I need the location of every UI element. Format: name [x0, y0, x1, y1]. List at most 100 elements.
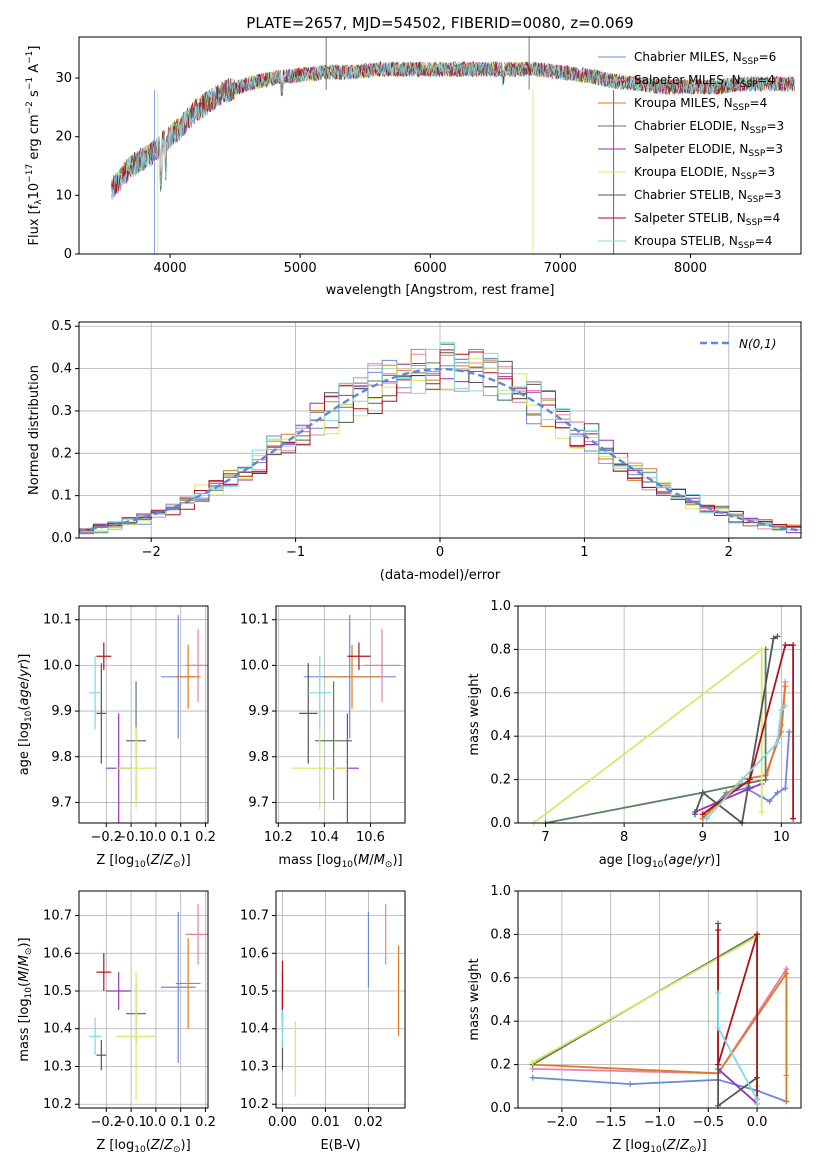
y-tick-label: 0.0 [51, 531, 72, 546]
x-tick-label: 4000 [154, 261, 187, 276]
y-tick-label: 10.7 [43, 909, 72, 924]
errorbar-point [315, 681, 353, 801]
axes-frame [275, 890, 406, 1109]
x-tick-label: 0.02 [354, 1115, 383, 1130]
plot-area [276, 606, 405, 823]
x-axis-label: age [log10(age/yr)] [599, 853, 721, 870]
x-tick-label: −1 [286, 545, 305, 560]
x-tick-label: 7 [541, 830, 549, 845]
x-tick-label: 0 [436, 545, 444, 560]
weight-marker [782, 785, 789, 792]
weight-marker [715, 927, 722, 934]
x-tick-label: 0.00 [268, 1115, 297, 1130]
plot-area [79, 891, 208, 1108]
weight-marker [746, 776, 753, 783]
x-tick-label: −2.0 [546, 1115, 578, 1130]
plot-area [79, 606, 208, 823]
chart-weight_vs_Z: −2.0 −1.5 −1.0 −0.5 0.0 0.0 0.2 0.4 0.6 0.8 1.0 Z [… [467, 884, 802, 1155]
x-tick-label: 7000 [544, 261, 577, 276]
y-tick-label: 0.2 [51, 446, 72, 461]
x-tick-label: −0.1 [115, 1115, 147, 1130]
legend-entry: Salpeter ELODIE, NSSP=3 [634, 142, 783, 159]
errorbar-point [160, 911, 196, 1063]
errorbar-point [116, 972, 156, 1101]
y-tick-label: 30 [55, 71, 72, 86]
y-tick-label: 0.4 [490, 729, 511, 744]
weight-marker [786, 728, 793, 735]
legend-entry: Salpeter STELIB, NSSP=4 [634, 211, 780, 228]
errorbar-point [96, 663, 107, 764]
x-tick-label: 0.0 [747, 1115, 768, 1130]
x-tick-label: 0.01 [311, 1115, 340, 1130]
x-tick-label: −0.2 [90, 1115, 122, 1130]
gaussian-curve [78, 367, 802, 532]
legend-entry: Kroupa ELODIE, NSSP=3 [634, 165, 775, 182]
x-tick-label: 0.0 [146, 1115, 167, 1130]
weight-marker [715, 989, 722, 996]
y-tick-label: 1.0 [490, 599, 511, 614]
x-tick-label: 10.4 [310, 830, 339, 845]
weight-marker [627, 1081, 634, 1088]
axes-frame [275, 605, 406, 824]
y-tick-label: 9.7 [51, 795, 72, 810]
errorbar-point [292, 727, 348, 810]
figure-title: PLATE=2657, MJD=54502, FIBERID=0080, z=0… [246, 14, 633, 32]
x-axis-label: mass [log10(M/M⊙)] [278, 853, 402, 870]
axes-frame [517, 605, 802, 824]
plot-area [276, 891, 405, 1108]
weight-marker [715, 1024, 722, 1031]
y-tick-label: 10.4 [43, 1022, 72, 1037]
x-tick-label: 0.0 [146, 830, 167, 845]
weight-marker [774, 739, 781, 746]
y-tick-label: 0.5 [51, 319, 72, 334]
y-tick-label: 10.3 [240, 1059, 269, 1074]
x-tick-label: −0.1 [115, 830, 147, 845]
errorbar-point [185, 628, 208, 702]
x-axis-label: Z [log10(Z/Z⊙)] [612, 1138, 706, 1155]
y-tick-label: 10.2 [43, 1097, 72, 1112]
x-tick-label: −1.5 [595, 1115, 627, 1130]
y-axis-label: mass [log10(M/M⊙)] [17, 937, 34, 1061]
y-axis-label: mass weight [467, 958, 482, 1040]
y-tick-label: 10.2 [240, 1097, 269, 1112]
x-tick-label: 5000 [284, 261, 317, 276]
y-tick-label: 9.7 [248, 795, 269, 810]
weight-marker [703, 815, 710, 822]
chart-age_vs_Z: −0.2−0.10.0 0.1 0.2 9.7 9.8 9.9 10.0 10.1 Z [log… [17, 605, 216, 870]
x-axis-label: Z [log10(Z/Z⊙)] [96, 1138, 190, 1155]
x-tick-label: −0.5 [693, 1115, 725, 1130]
weight-marker [691, 811, 698, 818]
y-axis-label: age [log10(age/yr)] [17, 654, 34, 776]
x-tick-label: 9 [699, 830, 707, 845]
y-tick-label: 0.8 [490, 642, 511, 657]
weight-marker [699, 811, 706, 818]
y-tick-label: 10.5 [240, 984, 269, 999]
spectrum-line [111, 61, 795, 201]
errorbar-point [363, 628, 401, 702]
y-tick-label: 0.6 [490, 971, 511, 986]
y-tick-label: 10.1 [240, 613, 269, 628]
errorbar-point [88, 656, 102, 730]
legend-entry: Kroupa STELIB, NSSP=4 [634, 234, 772, 251]
legend-entry: N(0,1) [739, 337, 776, 351]
y-tick-label: 20 [55, 130, 72, 145]
y-tick-label: 0.4 [51, 362, 72, 377]
weight-marker [758, 646, 765, 653]
weight-marker [529, 1059, 536, 1066]
y-tick-label: 10.6 [240, 946, 269, 961]
chart-residuals: −2 −1 0 1 2 0.0 0.1 0.2 0.3 0.4 0.5 (data-model)/er… [27, 319, 802, 583]
x-tick-label: 0.2 [195, 1115, 216, 1130]
errorbar-point [88, 1017, 102, 1056]
weight-marker [699, 789, 706, 796]
y-tick-label: 10.1 [43, 613, 72, 628]
x-tick-label: 0.1 [170, 1115, 191, 1130]
weight-marker [762, 776, 769, 783]
errorbar-point [175, 644, 201, 709]
legend-entry: Chabrier STELIB, NSSP=3 [634, 188, 782, 205]
axes-frame [78, 605, 209, 824]
y-tick-label: 10.4 [240, 1022, 269, 1037]
weight-marker [715, 920, 722, 927]
weight-marker [758, 809, 765, 816]
weight-marker [754, 1100, 761, 1107]
y-tick-label: 9.9 [51, 704, 72, 719]
